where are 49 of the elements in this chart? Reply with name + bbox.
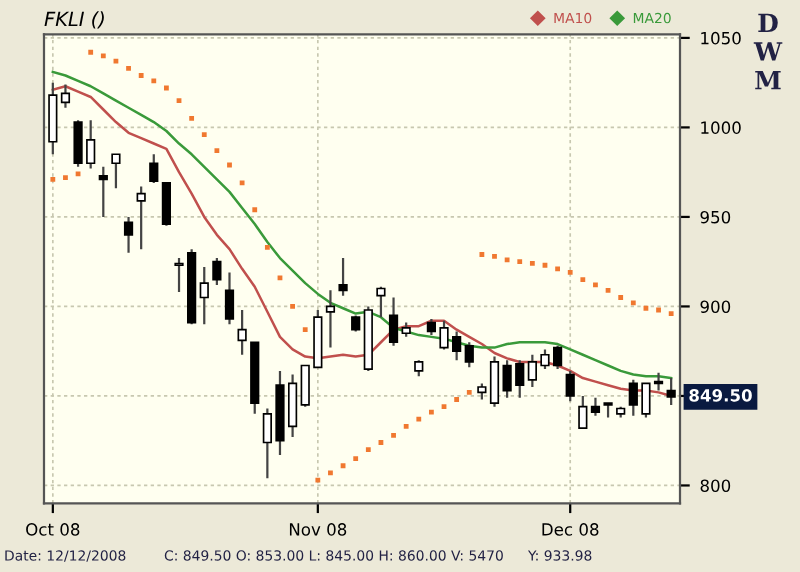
point	[504, 257, 510, 263]
chart-title: FKLI ()	[44, 11, 104, 29]
y-tick-label: 1050	[701, 31, 741, 45]
candlestick	[464, 341, 474, 369]
x-tick-label: Nov 08	[289, 523, 347, 536]
y-tick-label: 800	[700, 479, 731, 493]
candlestick	[578, 394, 588, 430]
candlestick	[149, 153, 159, 185]
point	[214, 148, 220, 154]
candlestick	[123, 215, 134, 254]
candlestick	[161, 181, 172, 227]
candlestick	[48, 81, 58, 156]
text: W	[753, 42, 783, 61]
candlestick	[666, 376, 676, 407]
text: D	[758, 13, 778, 32]
candlestick	[325, 289, 336, 349]
candlestick	[199, 265, 209, 326]
point	[252, 207, 258, 213]
candlestick	[565, 369, 575, 403]
candlestick	[388, 296, 399, 347]
point	[88, 49, 94, 55]
candlestick	[111, 153, 121, 190]
x-tick-label: Oct 08	[26, 523, 80, 536]
candlestick	[376, 285, 386, 319]
point	[264, 244, 270, 250]
candlestick	[60, 83, 71, 109]
candlestick	[237, 308, 247, 356]
candlestick	[224, 271, 235, 326]
point	[302, 327, 308, 333]
point	[517, 259, 523, 265]
candlestick	[136, 185, 146, 251]
point	[50, 176, 56, 182]
candlestick	[212, 256, 222, 287]
point	[466, 389, 472, 395]
candlestick	[338, 256, 348, 297]
point	[151, 78, 157, 84]
point	[630, 300, 636, 306]
y-tick-label: 900	[700, 300, 731, 313]
point	[416, 416, 422, 422]
annotation: 849.50	[689, 389, 752, 402]
text: M	[755, 70, 781, 90]
point	[353, 456, 359, 462]
point	[403, 423, 409, 429]
y-tick-label: 950	[700, 210, 731, 224]
y-tick-label: 1000	[701, 121, 741, 134]
candlestick	[98, 165, 108, 219]
point	[100, 53, 106, 59]
point	[365, 447, 371, 453]
x-tick-label: Dec 08	[542, 523, 599, 536]
